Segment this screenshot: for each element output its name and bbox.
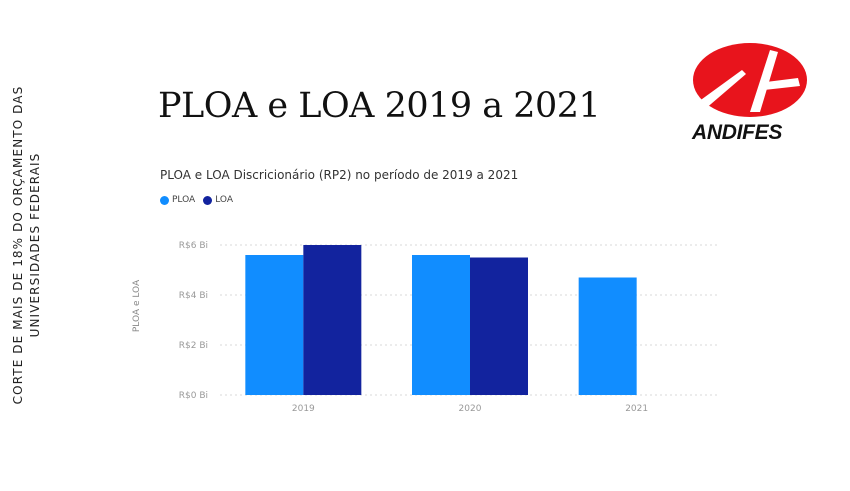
legend-dot-loa — [203, 195, 213, 205]
x-tick-label: 2019 — [292, 404, 315, 414]
side-note: CORTE DE MAIS DE 18% DO ORÇAMENTO DAS UN… — [10, 45, 50, 445]
x-tick-label: 2020 — [459, 404, 482, 414]
legend-label-ploa: PLOA — [172, 195, 196, 205]
bar-loa-2020 — [470, 257, 528, 395]
x-tick-label: 2021 — [625, 404, 648, 414]
y-tick-label: R$6 Bi — [179, 241, 208, 251]
bar-chart-svg: R$0 Bi R$2 Bi R$4 Bi R$6 Bi 2019 2020 2021 — [179, 241, 720, 414]
bar-chart: R$0 Bi R$2 Bi R$4 Bi R$6 Bi 2019 2020 2021 — [150, 228, 730, 418]
bar-ploa-2021 — [578, 277, 637, 395]
bar-loa-2019 — [303, 245, 362, 395]
chart-title: PLOA e LOA Discricionário (RP2) no perío… — [160, 168, 519, 182]
y-tick-label: R$0 Bi — [179, 391, 208, 401]
y-tick-label: R$4 Bi — [179, 291, 208, 301]
y-axis-label: PLOA e LOA — [132, 279, 142, 333]
legend-label-loa: LOA — [215, 195, 233, 205]
slide-title: PLOA e LOA 2019 a 2021 — [158, 86, 601, 126]
bar-ploa-2020 — [412, 255, 470, 395]
legend: PLOA LOA — [160, 195, 233, 205]
side-note-line-1: CORTE DE MAIS DE 18% DO ORÇAMENTO DAS — [11, 85, 25, 405]
legend-item-loa: LOA — [203, 195, 233, 205]
logo-text: ANDIFES — [692, 121, 783, 144]
side-note-line-2: UNIVERSIDADES FEDERAIS — [28, 152, 42, 338]
andifes-logo-icon — [693, 43, 807, 117]
y-tick-label: R$2 Bi — [179, 341, 208, 351]
legend-item-ploa: PLOA — [160, 195, 195, 205]
legend-dot-ploa — [160, 195, 169, 205]
bar-ploa-2019 — [245, 255, 304, 395]
